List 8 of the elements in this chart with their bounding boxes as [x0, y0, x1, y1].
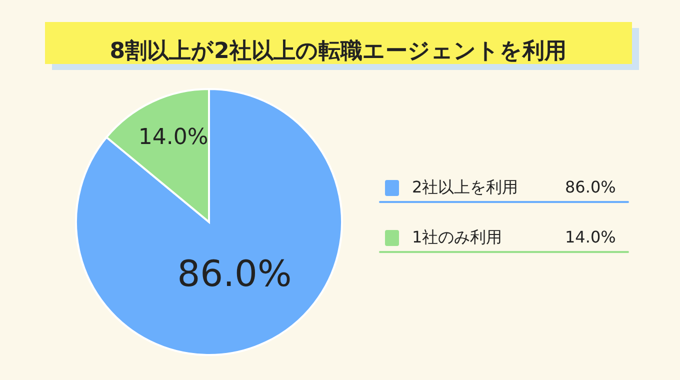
legend-label: 2社以上を利用: [412, 177, 518, 196]
chart-title: 8割以上が2社以上の転職エージェントを利用: [110, 39, 566, 64]
data-label: 14.0%: [138, 124, 208, 150]
data-label: 86.0%: [177, 254, 292, 295]
pie-slice: [75, 88, 343, 356]
text: 86.0%: [565, 177, 616, 196]
text: 14.0%: [565, 227, 616, 246]
legend-label: 1社のみ利用: [412, 227, 502, 246]
